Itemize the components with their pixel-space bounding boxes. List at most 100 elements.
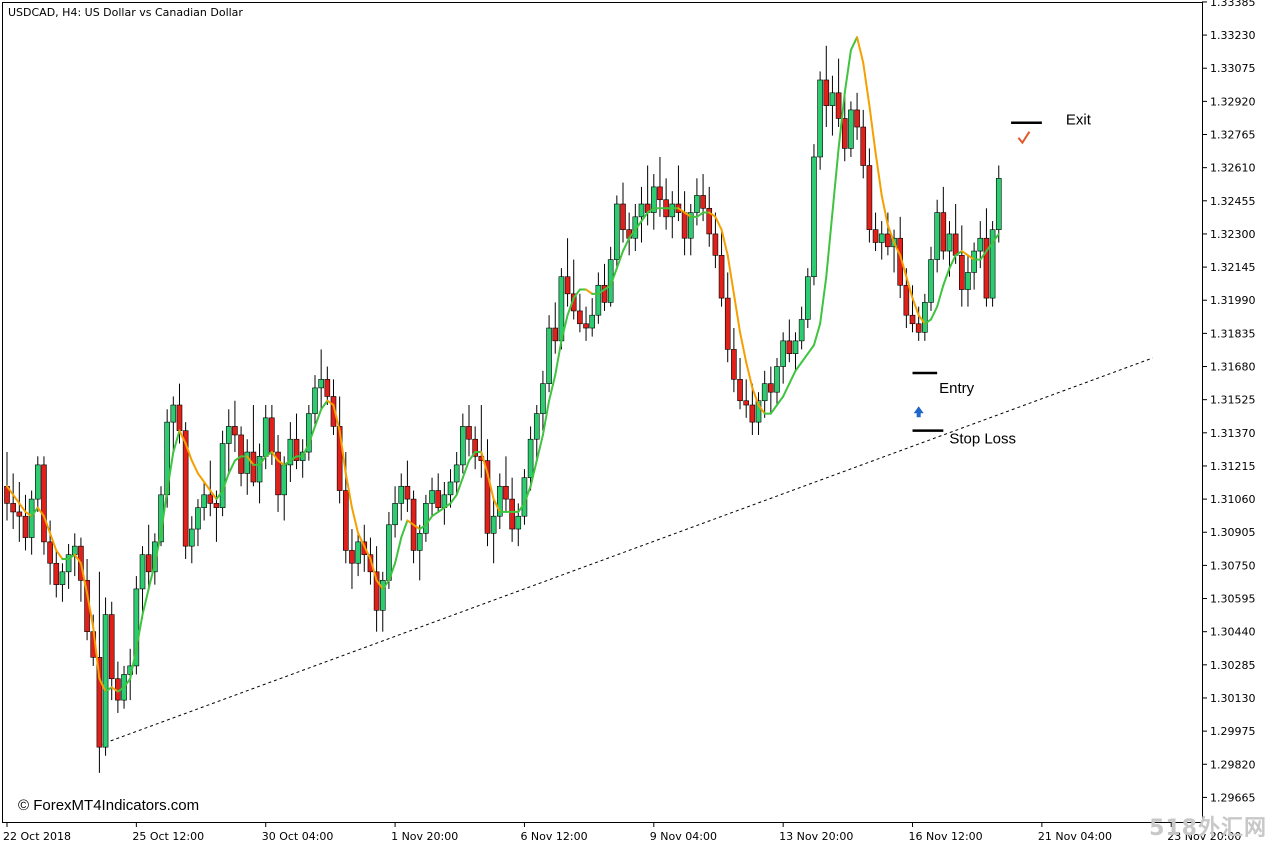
bull-candle: [965, 272, 971, 290]
bull-candle: [423, 503, 429, 534]
bull-candle: [515, 515, 522, 530]
ma-segment-down: [178, 429, 187, 445]
bull-candle: [244, 451, 251, 474]
bear-candle: [577, 310, 583, 325]
bear-candle: [823, 79, 830, 106]
ma-segment-up: [233, 455, 243, 462]
bull-candle: [318, 379, 324, 389]
bear-candle: [404, 485, 411, 500]
y-tick-label: 1.29665: [1210, 791, 1256, 804]
ma-segment-down: [110, 686, 119, 693]
bear-candle: [601, 284, 608, 303]
ma-segment-up: [221, 472, 230, 492]
bear-candle: [983, 237, 990, 299]
ma-segment-up: [258, 455, 267, 466]
y-tick-label: 1.31370: [1210, 427, 1256, 440]
ma-segment-up: [634, 220, 643, 231]
y-tick-label: 1.33230: [1210, 29, 1256, 42]
bull-candle: [429, 490, 435, 504]
bear-candle: [96, 657, 103, 748]
buy-arrow-icon: [913, 406, 924, 418]
bull-candle: [102, 614, 109, 748]
ma-segment-up: [615, 250, 624, 270]
bear-candle: [743, 400, 750, 406]
bear-candle: [509, 498, 515, 530]
ma-segment-down: [911, 297, 920, 317]
annotation-label: Stop Loss: [949, 431, 1016, 448]
ma-segment-down: [350, 506, 360, 535]
ma-segment-up: [387, 562, 397, 582]
corner-watermark: 518外汇网: [1149, 816, 1267, 841]
bear-candle: [958, 255, 965, 290]
ma-segment-up: [104, 686, 113, 693]
annotation-label: Entry: [939, 380, 975, 397]
bull-candle: [792, 340, 799, 354]
y-tick-label: 1.32610: [1210, 162, 1256, 175]
bull-candle: [219, 443, 226, 508]
bear-candle: [749, 404, 756, 423]
ma-segment-up: [831, 147, 840, 214]
ma-segment-up: [283, 459, 292, 466]
y-tick-label: 1.31215: [1210, 460, 1256, 473]
bear-candle: [53, 562, 60, 585]
ma-segment-up: [776, 395, 785, 407]
ma-segment-down: [12, 493, 21, 505]
y-tick-label: 1.33075: [1210, 62, 1256, 75]
ma-segment-down: [86, 592, 95, 629]
ma-segment-up: [449, 493, 458, 505]
exit-check-icon: [1017, 131, 1031, 145]
y-tick-label: 1.30285: [1210, 659, 1256, 672]
bull-candle: [306, 413, 312, 453]
bear-candle: [583, 323, 589, 329]
bull-candle: [195, 507, 201, 530]
y-tick-label: 1.31990: [1210, 294, 1256, 307]
bull-candle: [453, 464, 460, 483]
ma-segment-up: [646, 207, 655, 214]
ma-segment-down: [203, 480, 212, 492]
ma-segment-up: [215, 489, 224, 501]
y-tick-label: 1.29975: [1210, 725, 1256, 738]
bear-candle: [349, 550, 355, 564]
y-tick-label: 1.32300: [1210, 228, 1256, 241]
ma-segment-down: [375, 579, 384, 590]
bear-candle: [238, 434, 244, 474]
ma-segment-up: [529, 459, 538, 488]
ma-segment-up: [800, 352, 809, 364]
y-tick-label: 1.30595: [1210, 593, 1256, 606]
bear-candle: [16, 511, 23, 517]
ma-segment-up: [301, 442, 310, 458]
ma-segment-down: [714, 215, 723, 231]
ma-segment-down: [42, 515, 52, 535]
y-tick-label: 1.33385: [1210, 0, 1256, 9]
y-tick-label: 1.31835: [1210, 327, 1256, 340]
ma-segment-down: [92, 626, 101, 680]
y-tick-label: 1.30750: [1210, 559, 1256, 572]
y-tick-label: 1.32455: [1210, 195, 1256, 208]
y-tick-label: 1.30440: [1210, 626, 1256, 639]
bear-candle: [952, 233, 959, 256]
bear-candle: [700, 195, 706, 209]
ma-segment-up: [923, 318, 932, 325]
bear-candle: [909, 314, 916, 325]
bull-candle: [256, 456, 263, 483]
ma-segment-up: [123, 677, 132, 689]
bear-candle: [435, 490, 442, 508]
ma-segment-up: [806, 344, 815, 355]
bull-candle: [28, 498, 35, 538]
ma-segment-down: [492, 498, 501, 513]
ma-segment-down: [683, 211, 692, 218]
ma-segment-up: [954, 250, 963, 257]
ma-segment-down: [486, 472, 495, 501]
bear-candle: [718, 255, 725, 299]
ma-segment-up: [985, 241, 994, 253]
x-tick-label: 23 Nov 20:00: [1167, 830, 1241, 843]
bull-candle: [152, 541, 158, 573]
y-tick-label: 1.32145: [1210, 261, 1256, 274]
bull-candle: [829, 92, 836, 106]
ma-segment-up: [548, 374, 557, 402]
ma-segment-up: [160, 489, 169, 535]
bear-candle: [706, 207, 713, 235]
ma-segment-down: [739, 331, 748, 364]
ma-segment-down: [905, 275, 914, 300]
